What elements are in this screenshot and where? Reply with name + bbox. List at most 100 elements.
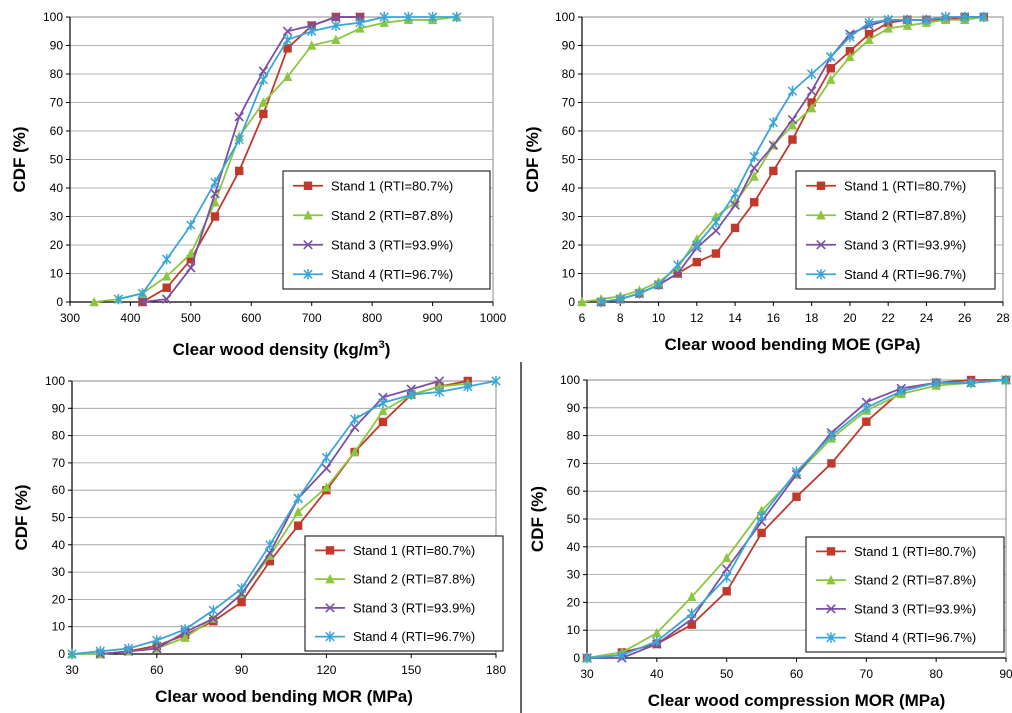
legend-swatch-marker bbox=[325, 573, 335, 584]
data-point bbox=[161, 271, 172, 281]
data-point bbox=[403, 11, 414, 23]
data-point bbox=[687, 591, 697, 602]
x-tick-label: 150 bbox=[401, 663, 421, 677]
data-point bbox=[259, 109, 268, 119]
x-tick-label: 6 bbox=[579, 311, 586, 325]
x-tick-label: 30 bbox=[580, 667, 594, 681]
data-point bbox=[321, 463, 332, 474]
data-point bbox=[826, 430, 837, 441]
data-point bbox=[355, 17, 365, 28]
legend: Stand 1 (RTI=80.7%) Stand 2 (RTI=87.8%) St… bbox=[282, 170, 491, 290]
data-point bbox=[862, 417, 871, 426]
y-tick-label: 0 bbox=[58, 647, 65, 661]
data-point bbox=[807, 98, 816, 107]
legend-entry: Stand 3 (RTI=93.9%) bbox=[331, 237, 453, 252]
data-point bbox=[902, 14, 913, 26]
data-point bbox=[788, 135, 797, 144]
data-point bbox=[235, 166, 244, 176]
data-point bbox=[652, 627, 662, 638]
data-point bbox=[806, 86, 817, 96]
y-tick-label: 50 bbox=[50, 153, 64, 167]
data-point bbox=[966, 377, 976, 388]
x-tick-label: 22 bbox=[882, 311, 896, 325]
data-point bbox=[180, 632, 190, 642]
legend-swatch-marker bbox=[303, 239, 313, 250]
x-tick-label: 1000 bbox=[480, 311, 507, 325]
data-point bbox=[979, 11, 989, 23]
data-point bbox=[137, 297, 148, 307]
data-point bbox=[123, 643, 134, 654]
y-tick-label: 20 bbox=[567, 595, 581, 609]
x-tick-label: 300 bbox=[60, 311, 80, 325]
x-axis-label-text: Clear wood bending MOE (GPa) bbox=[665, 335, 921, 354]
legend-entry: Stand 4 (RTI=96.7%) bbox=[331, 267, 453, 282]
data-point bbox=[577, 296, 587, 307]
x-tick-label: 28 bbox=[996, 311, 1010, 325]
legend-entry: Stand 1 (RTI=80.7%) bbox=[331, 178, 453, 193]
data-point bbox=[687, 608, 697, 619]
data-point bbox=[349, 414, 360, 425]
x-tick-label: 8 bbox=[617, 311, 624, 325]
chart-panel-3: 0 10 20 30 40 50 60 70 80 90 100 30 60 90 120 150 180 Cle… bbox=[12, 374, 506, 706]
x-tick-label: 90 bbox=[235, 663, 249, 677]
y-tick-label: 70 bbox=[562, 96, 576, 110]
data-point bbox=[672, 259, 683, 271]
y-tick-label: 60 bbox=[567, 484, 581, 498]
x-tick-label: 18 bbox=[805, 311, 819, 325]
data-point bbox=[730, 188, 740, 199]
x-axis-label-text: Clear wood density (kg/m bbox=[173, 340, 379, 359]
data-point bbox=[845, 51, 855, 62]
data-point bbox=[721, 572, 732, 583]
x-tick-label: 60 bbox=[790, 667, 804, 681]
data-point bbox=[845, 31, 855, 43]
data-point bbox=[749, 171, 759, 181]
y-tick-label: 80 bbox=[52, 429, 66, 443]
chart-panel-4: 0 10 20 30 40 50 60 70 80 90 100 30 40 50 60 70 80 90 Clea… bbox=[528, 373, 1012, 710]
y-tick-label: 80 bbox=[562, 67, 576, 81]
data-point bbox=[959, 11, 970, 23]
data-point bbox=[931, 377, 941, 388]
data-point bbox=[349, 422, 360, 433]
data-point bbox=[768, 117, 779, 128]
data-point bbox=[113, 293, 124, 305]
y-tick-label: 40 bbox=[52, 538, 66, 552]
data-point bbox=[161, 294, 172, 304]
series-4 bbox=[582, 374, 1011, 664]
x-tick-label: 24 bbox=[920, 311, 934, 325]
legend: Stand 1 (RTI=80.7%) Stand 2 (RTI=87.8%) St… bbox=[805, 536, 1005, 653]
x-axis-label: Clear wood bending MOE (GPa) bbox=[665, 335, 921, 354]
legend-swatch-marker bbox=[816, 269, 826, 280]
data-point bbox=[210, 197, 220, 207]
data-point bbox=[161, 254, 172, 265]
data-point bbox=[307, 40, 317, 50]
data-point bbox=[186, 263, 196, 273]
y-tick-label: 30 bbox=[52, 565, 66, 579]
legend-box bbox=[795, 170, 996, 290]
data-point bbox=[152, 643, 162, 654]
legend-entry: Stand 3 (RTI=93.9%) bbox=[854, 601, 976, 616]
data-point bbox=[883, 23, 893, 33]
series-line bbox=[94, 16, 457, 303]
x-axis-label-text: Clear wood bending MOR (MPa) bbox=[155, 687, 413, 706]
x-tick-label: 70 bbox=[860, 667, 874, 681]
legend-entry: Stand 3 (RTI=93.9%) bbox=[353, 600, 475, 615]
data-point bbox=[940, 11, 951, 23]
legend: Stand 1 (RTI=80.7%) Stand 2 (RTI=87.8%) St… bbox=[304, 535, 504, 652]
x-axis-label: Clear wood density (kg/m3) bbox=[173, 339, 391, 359]
series-3 bbox=[137, 12, 365, 307]
data-point bbox=[349, 446, 360, 457]
data-point bbox=[258, 97, 269, 107]
data-point bbox=[711, 225, 721, 236]
x-tick-label: 600 bbox=[241, 311, 261, 325]
data-point bbox=[749, 151, 759, 162]
x-tick-label: 14 bbox=[728, 311, 742, 325]
x-tick-label: 60 bbox=[150, 663, 164, 677]
data-point bbox=[806, 103, 817, 113]
y-tick-label: 90 bbox=[562, 39, 576, 53]
y-tick-label: 60 bbox=[52, 483, 66, 497]
data-point bbox=[787, 114, 798, 125]
data-point bbox=[827, 459, 836, 468]
data-point bbox=[331, 34, 341, 44]
data-point bbox=[806, 68, 817, 80]
data-point bbox=[634, 288, 645, 299]
